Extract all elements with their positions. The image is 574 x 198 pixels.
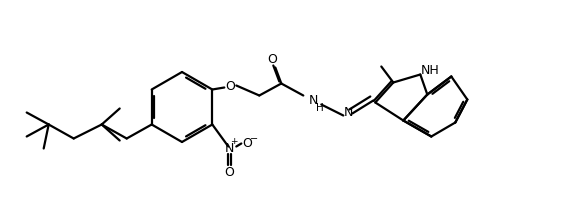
Text: O: O [267,53,277,66]
Text: −: − [250,133,258,144]
Text: N: N [224,142,234,155]
Text: O: O [226,80,235,93]
Text: H: H [316,103,324,112]
Text: N: N [344,106,353,119]
Text: O: O [224,166,234,179]
Text: O: O [242,137,252,150]
Text: NH: NH [421,64,440,77]
Text: N: N [309,94,318,107]
Text: +: + [231,137,238,146]
